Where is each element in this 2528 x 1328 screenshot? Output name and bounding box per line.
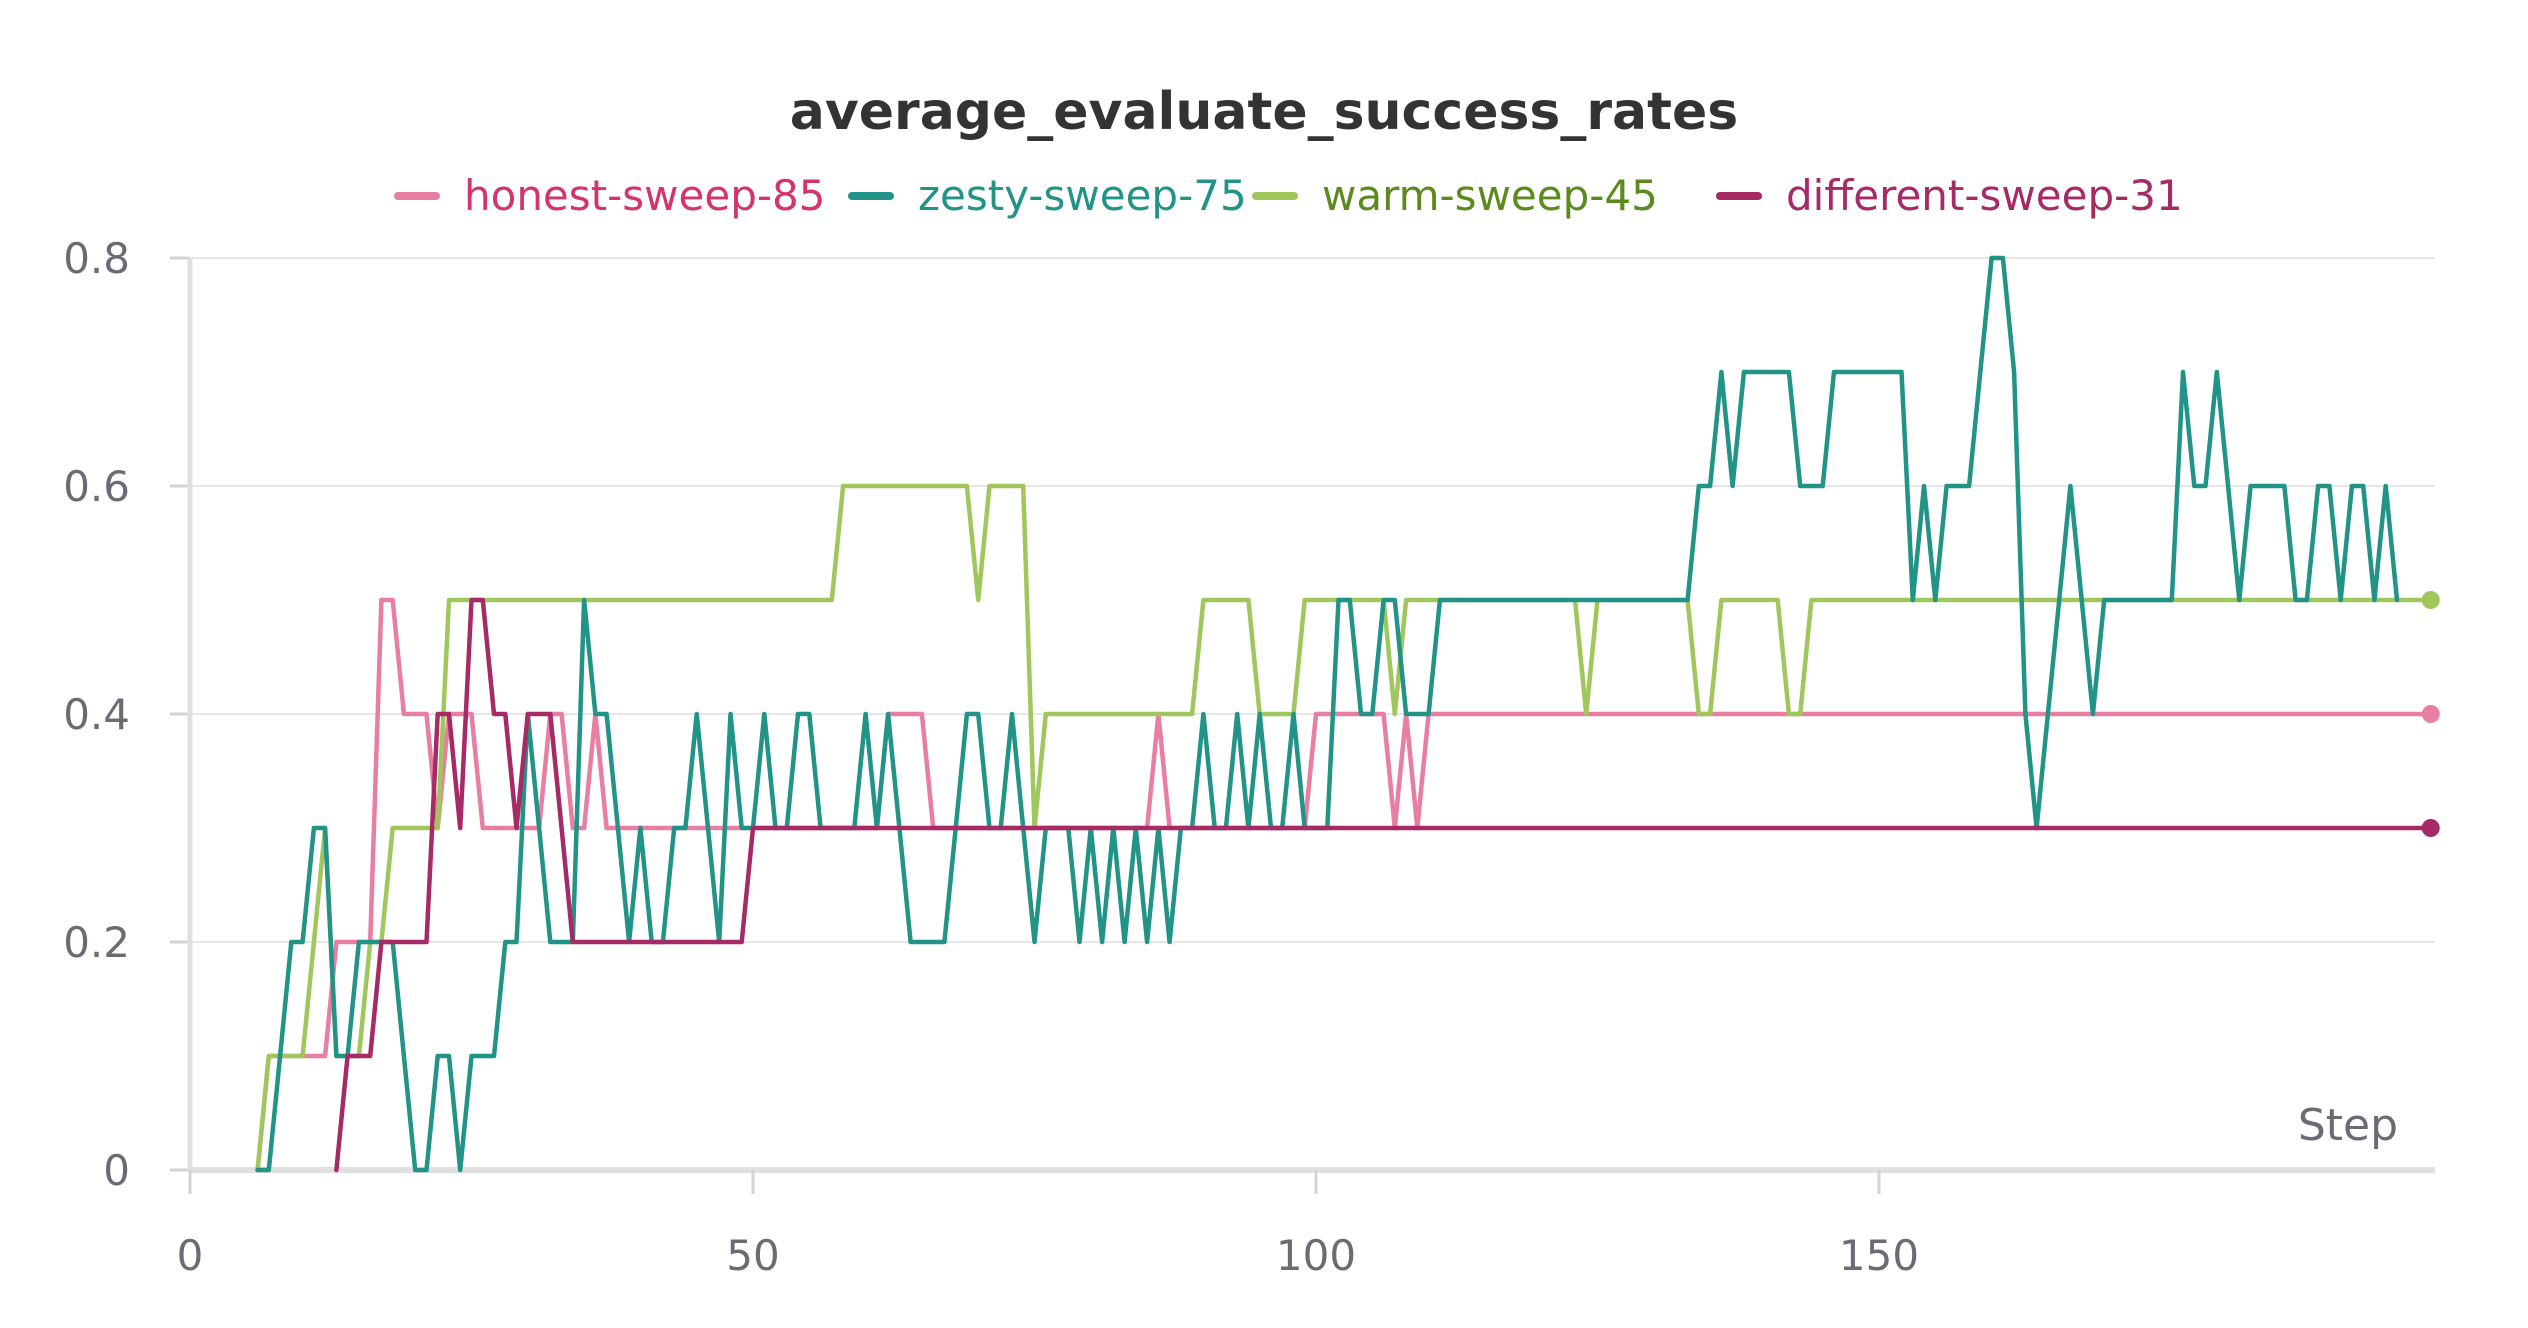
x-tick-label: 50 [726,1231,779,1280]
series-lines [255,255,2433,1173]
legend-item-label: warm-sweep-45 [1322,171,1658,220]
series-line-warm-sweep-45 [255,483,2433,1173]
end-point-warm-sweep-45 [2421,591,2440,609]
x-tick-label: 150 [1839,1231,1919,1280]
end-markers [2421,591,2440,837]
series-line-honest-sweep-85 [255,597,2433,1173]
legend-item-label: honest-sweep-85 [464,171,825,220]
chart-title: average_evaluate_success_rates [790,82,1738,142]
x-axis-label: Step [2298,1100,2398,1151]
x-tick-label: 100 [1276,1231,1356,1280]
series-line-zesty-sweep-75 [255,255,2400,1173]
y-tick-label: 0.8 [63,234,130,283]
y-tick-label: 0 [103,1146,130,1195]
x-tick-label: 0 [177,1231,204,1280]
series-line-different-sweep-31 [334,597,2433,1173]
axes: 0 50 100 150 [177,258,2435,1280]
y-tick-label: 0.4 [63,690,130,739]
legend-item-label: different-sweep-31 [1786,171,2183,220]
legend: honest-sweep-85 zesty-sweep-75 warm-sweep-… [394,171,2183,220]
y-tick-label: 0.6 [63,462,130,511]
legend-item-label: zesty-sweep-75 [918,171,1247,220]
end-point-different-sweep-31 [2421,819,2440,837]
y-tick-label: 0.2 [63,918,130,967]
end-point-honest-sweep-85 [2421,705,2440,723]
